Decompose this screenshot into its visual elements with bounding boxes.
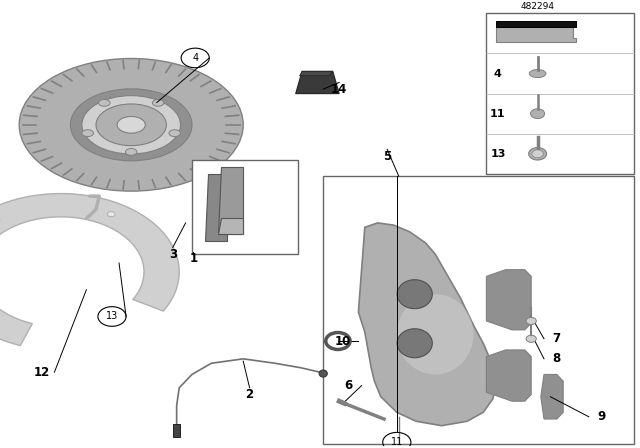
Polygon shape — [496, 27, 576, 43]
Text: 1: 1 — [189, 252, 197, 265]
Ellipse shape — [169, 130, 180, 137]
Ellipse shape — [531, 109, 545, 119]
Ellipse shape — [19, 59, 243, 191]
Ellipse shape — [117, 116, 145, 133]
Ellipse shape — [96, 104, 166, 146]
Ellipse shape — [70, 89, 192, 161]
Text: 13: 13 — [490, 149, 506, 159]
Ellipse shape — [82, 95, 180, 154]
Ellipse shape — [125, 148, 137, 155]
Text: 12: 12 — [33, 366, 50, 379]
Polygon shape — [218, 167, 243, 234]
Bar — [486, 13, 634, 174]
Ellipse shape — [397, 329, 433, 358]
Ellipse shape — [526, 335, 536, 342]
Text: 3: 3 — [169, 248, 177, 261]
Ellipse shape — [108, 211, 115, 217]
Polygon shape — [486, 270, 531, 330]
Ellipse shape — [397, 294, 474, 375]
Ellipse shape — [529, 69, 546, 78]
Bar — [173, 424, 180, 437]
Text: 5: 5 — [383, 150, 391, 163]
Text: 6: 6 — [345, 379, 353, 392]
Text: 8: 8 — [553, 352, 561, 365]
Text: 9: 9 — [598, 410, 605, 423]
Polygon shape — [496, 21, 576, 27]
Polygon shape — [541, 375, 563, 419]
Ellipse shape — [529, 147, 547, 160]
Text: 2: 2 — [246, 388, 253, 401]
Ellipse shape — [532, 150, 543, 158]
Polygon shape — [0, 194, 179, 345]
Text: 13: 13 — [106, 311, 118, 322]
Text: 4: 4 — [494, 69, 502, 78]
Text: 11: 11 — [490, 109, 506, 119]
Text: 11: 11 — [390, 437, 403, 447]
Polygon shape — [486, 350, 531, 401]
Polygon shape — [205, 174, 227, 241]
Bar — [192, 160, 298, 254]
Polygon shape — [296, 71, 339, 94]
Polygon shape — [358, 223, 496, 426]
Ellipse shape — [319, 370, 328, 377]
Polygon shape — [300, 71, 333, 76]
Text: 4: 4 — [192, 53, 198, 63]
Ellipse shape — [152, 99, 164, 106]
Ellipse shape — [99, 99, 110, 106]
Ellipse shape — [526, 317, 536, 324]
Text: 10: 10 — [334, 335, 351, 348]
Ellipse shape — [82, 130, 93, 137]
Text: 7: 7 — [553, 332, 561, 345]
Polygon shape — [218, 219, 243, 234]
Ellipse shape — [397, 280, 433, 309]
Bar — [323, 176, 634, 444]
Text: 14: 14 — [331, 82, 348, 96]
Text: 482294: 482294 — [520, 2, 555, 11]
